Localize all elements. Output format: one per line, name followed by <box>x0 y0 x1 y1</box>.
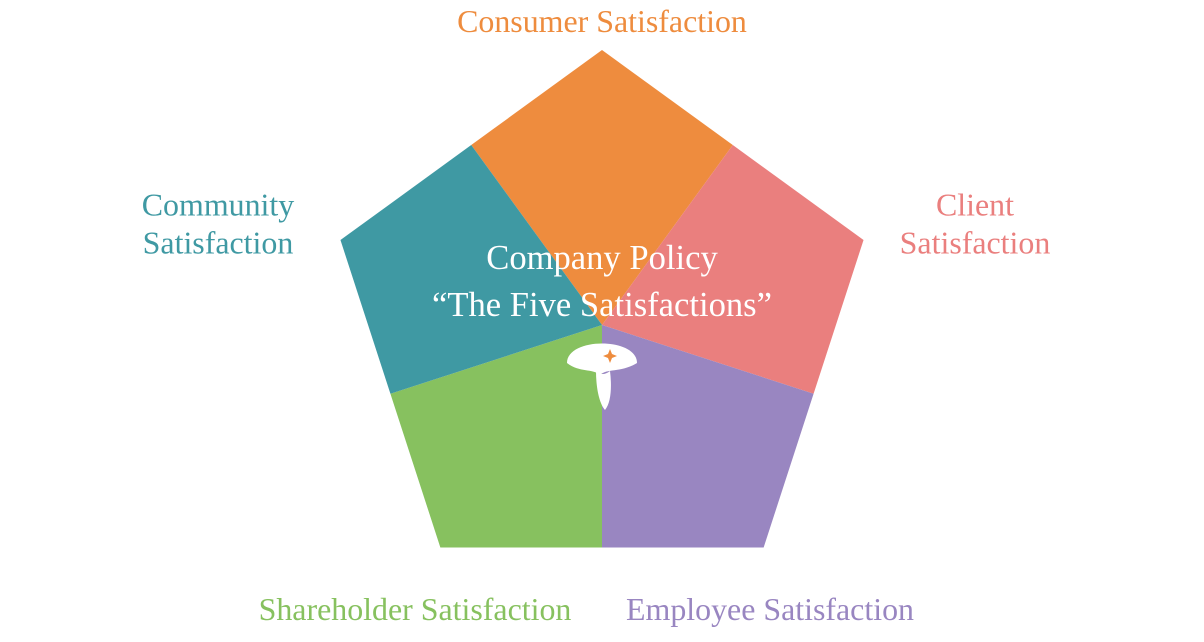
shareholder-satisfaction-label: Shareholder Satisfaction <box>259 591 572 629</box>
five-satisfactions-diagram: Consumer Satisfaction Client Satisfactio… <box>0 0 1204 642</box>
center-title: Company Policy “The Five Satisfactions” <box>432 235 772 328</box>
employee-satisfaction-label: Employee Satisfaction <box>626 591 914 629</box>
consumer-satisfaction-label: Consumer Satisfaction <box>457 3 747 41</box>
community-satisfaction-label: Community Satisfaction <box>142 187 294 264</box>
client-satisfaction-label: Client Satisfaction <box>900 187 1051 264</box>
